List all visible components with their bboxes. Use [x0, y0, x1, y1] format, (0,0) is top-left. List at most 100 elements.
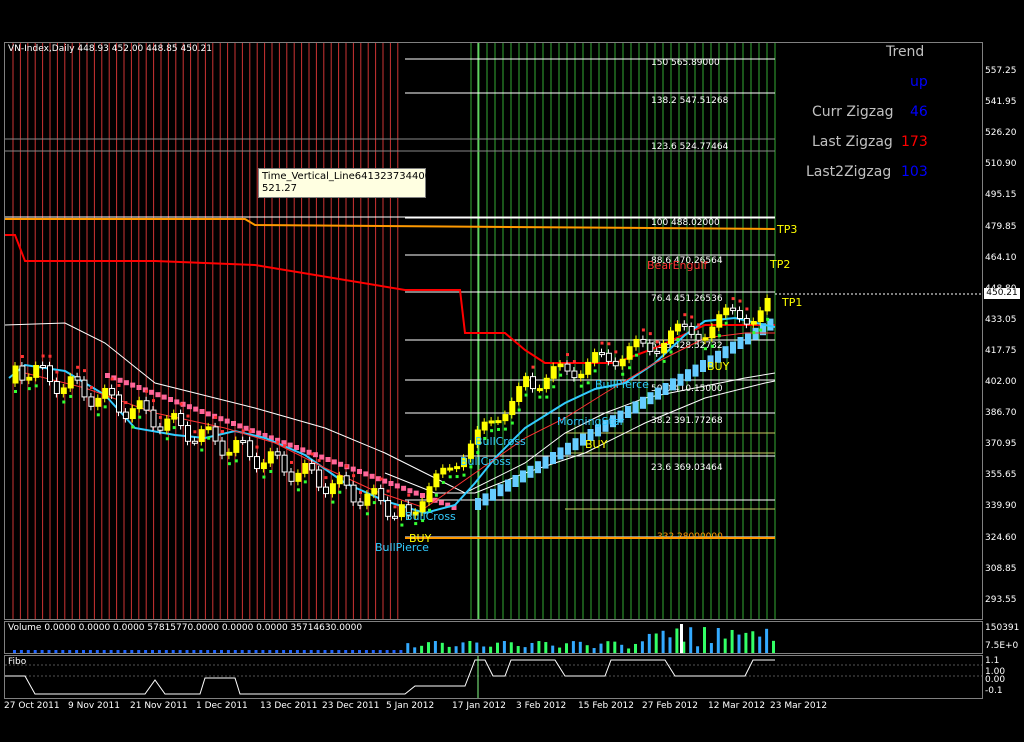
price-chart-pane[interactable]: 150 565.89000 138.2 547.51268 123.6 524.77…	[4, 42, 983, 620]
price-tick: 557.25	[985, 66, 1017, 76]
signal-marker	[448, 475, 452, 479]
signal-marker	[276, 440, 280, 444]
last-zigzag-value: 173	[901, 134, 928, 150]
candle-body	[509, 400, 516, 416]
time-tick: 3 Feb 2012	[516, 701, 567, 711]
volume-bar	[696, 646, 700, 653]
signal-marker	[338, 490, 342, 494]
signal-marker	[145, 389, 149, 393]
kumo-bar	[760, 323, 766, 336]
ma-dot	[382, 478, 388, 484]
volume-bar	[716, 628, 720, 653]
volume-bar	[130, 650, 134, 653]
kumo-bar	[730, 341, 736, 354]
signal-marker	[117, 383, 121, 387]
fibo-label: Fibo	[8, 657, 27, 667]
candle-body	[412, 511, 419, 516]
ma-dot	[149, 389, 155, 395]
ma-dot	[375, 476, 381, 482]
tooltip-object-name: Time_Vertical_Line641323734400	[262, 171, 432, 182]
ma-dot	[338, 461, 344, 467]
candle-body	[750, 321, 757, 325]
trend-panel: Trend up Curr Zigzag 46 Last Zigzag 173 …	[790, 42, 940, 192]
volume-bar	[102, 650, 106, 653]
volume-bar	[489, 646, 493, 653]
kumo-bar	[557, 447, 564, 460]
signal-marker	[103, 405, 107, 409]
ma-dot	[117, 377, 123, 383]
candle-body	[274, 451, 281, 456]
ma-dot	[180, 401, 186, 407]
signal-annotation: BullCross	[460, 455, 511, 468]
time-tick: 5 Jan 2012	[386, 701, 435, 711]
candle-body	[267, 451, 274, 464]
signal-marker	[165, 437, 169, 441]
signal-marker	[158, 415, 162, 419]
candle-body	[336, 475, 343, 485]
ma-dot	[325, 457, 331, 462]
time-tick: 15 Feb 2012	[578, 701, 635, 711]
signal-marker	[710, 344, 714, 348]
volume-bar	[537, 641, 541, 653]
kumo-bar	[745, 332, 751, 345]
volume-bar	[316, 650, 320, 653]
signal-marker	[469, 465, 473, 469]
signal-marker	[593, 369, 597, 373]
volume-bar	[19, 650, 23, 653]
signal-marker	[662, 359, 666, 363]
candle-body	[357, 501, 364, 506]
volume-bar	[558, 647, 562, 653]
volume-bar	[226, 650, 230, 653]
signal-marker	[152, 399, 155, 403]
volume-bar	[309, 650, 313, 653]
signal-annotation: TP3	[776, 223, 797, 236]
signal-marker	[283, 444, 287, 448]
kumo-bar	[497, 484, 504, 497]
volume-bar	[240, 650, 244, 653]
candle-body	[164, 418, 171, 431]
signal-marker	[124, 401, 128, 405]
volume-bar	[571, 641, 575, 653]
candle-body	[398, 504, 405, 518]
volume-canvas	[13, 624, 775, 653]
candle-body	[695, 333, 702, 341]
volume-pane[interactable]: Volume 0.0000 0.0000 0.0000 57815770.000…	[4, 621, 983, 654]
signal-marker	[641, 328, 645, 332]
candle-body	[743, 317, 750, 325]
ma-dot	[312, 452, 318, 458]
signal-marker	[83, 369, 86, 373]
volume-bar	[54, 650, 58, 653]
volume-bar	[337, 650, 341, 653]
volume-bar	[206, 650, 210, 653]
volume-bar	[523, 647, 527, 653]
fibo-pane[interactable]: Fibo	[4, 655, 983, 699]
volume-bar	[765, 628, 769, 653]
volume-bar	[772, 640, 775, 653]
trend-title: Trend	[886, 44, 925, 60]
candle-body	[116, 394, 122, 413]
candle-body	[702, 337, 709, 341]
signal-marker	[386, 489, 390, 493]
candle-body	[178, 413, 185, 427]
price-tick: 495.15	[985, 190, 1017, 201]
volume-bar	[751, 631, 755, 653]
object-tooltip: Time_Vertical_Line641323734400 521.27	[258, 168, 432, 198]
kumo-bar	[632, 401, 639, 414]
price-axis[interactable]: 557.25 541.95 526.20 510.90 495.15 479.85 464.…	[982, 42, 1024, 618]
ma-dot	[432, 497, 438, 503]
time-axis[interactable]: 27 Oct 2011 9 Nov 2011 21 Nov 2011 1 Dec 20…	[0, 699, 982, 715]
volume-bar	[509, 642, 513, 653]
candle-body	[329, 483, 336, 495]
ma-dot	[363, 471, 369, 477]
price-chart-canvas: 150 565.89000 138.2 547.51268 123.6 524.77…	[5, 43, 982, 619]
ma-dot	[350, 466, 356, 472]
candle-body	[668, 330, 674, 344]
volume-bar	[75, 650, 79, 653]
signal-marker	[269, 469, 273, 473]
signal-annotation: BullCross	[405, 510, 456, 523]
signal-marker	[414, 522, 418, 526]
candle-body	[323, 486, 329, 495]
candle-body	[523, 376, 530, 388]
signal-marker	[379, 477, 383, 481]
signal-marker	[738, 299, 742, 303]
